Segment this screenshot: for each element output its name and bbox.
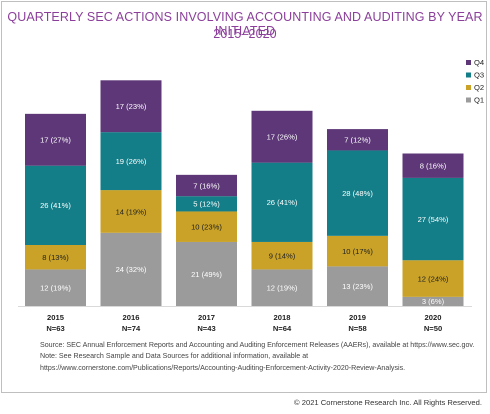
data-label-q2-2017: 10 (23%) [191,223,222,232]
chart-title: QUARTERLY SEC ACTIONS INVOLVING ACCOUNTI… [7,10,483,38]
chart-notes: Source: SEC Annual Enforcement Reports a… [40,340,490,374]
bar-q4-2020 [402,153,464,178]
data-label-q3-2020: 27 (54%) [418,215,449,224]
legend-label-q1: Q1 [474,96,484,105]
bar-q4-2017 [176,174,237,197]
bar-q1-2019 [327,266,388,306]
category-label: 2016 [123,313,140,322]
data-label-q4-2016: 17 (23%) [116,102,147,111]
bar-q1-2015 [25,269,86,306]
bar-q3-2015 [25,165,86,245]
data-label-q1-2017: 21 (49%) [191,270,222,279]
legend-swatch-q3 [466,72,471,78]
category-label: 2017 [198,313,215,322]
bar-q4-2015 [25,113,86,166]
category-label: 2019 [349,313,366,322]
data-label-q4-2020: 8 (16%) [420,162,447,171]
bar-q3-2019 [327,150,388,236]
total-label: N=74 [122,324,141,333]
category-label: 2015 [47,313,65,322]
bar-q3-2017 [176,196,237,212]
bar-q1-2017 [176,241,237,306]
bar-q1-2018 [251,269,313,306]
total-label: N=58 [348,324,366,333]
copyright-text: © 2021 Cornerstone Research Inc. All Rig… [294,398,482,407]
data-label-q4-2019: 7 (12%) [344,136,371,145]
bar-q3-2016 [100,132,162,191]
total-label: N=50 [424,324,442,333]
data-label-q4-2015: 17 (27%) [40,136,71,145]
legend-swatch-q2 [466,85,471,90]
legend-label-q3: Q3 [474,71,484,80]
bar-q2-2016 [100,190,162,233]
legend-swatch-q1 [466,97,471,103]
data-label-q2-2015: 8 (13%) [42,253,69,262]
data-label-q1-2020: 3 (6%) [422,297,445,306]
data-label-q4-2017: 7 (16%) [193,181,220,190]
data-label-q1-2018: 12 (19%) [267,284,298,293]
data-label-q1-2016: 24 (32%) [116,265,147,274]
bar-q3-2020 [402,177,464,261]
total-label: N=43 [197,324,215,333]
legend-label-q2: Q2 [474,83,484,92]
total-label: N=63 [46,324,64,333]
category-label: 2020 [425,313,442,322]
research-note-url: https://www.cornerstone.com/Publications… [40,363,406,372]
bar-q4-2018 [251,110,313,163]
bar-q4-2019 [327,129,388,151]
data-label-q1-2015: 12 (19%) [40,284,71,293]
bar-q4-2016 [100,80,162,133]
data-label-q1-2019: 13 (23%) [342,282,373,291]
source-note: Source: SEC Annual Enforcement Reports a… [40,341,475,349]
bar-q2-2020 [402,260,464,297]
data-label-q3-2015: 26 (41%) [40,201,71,210]
data-label-q2-2019: 10 (17%) [342,247,373,256]
data-label-q2-2016: 14 (19%) [116,207,147,216]
bar-q1-2020 [402,296,464,306]
legend-label-q4: Q4 [474,58,484,67]
bar-q2-2017 [176,211,237,242]
legend-swatch-q4 [466,60,471,65]
data-label-q3-2018: 26 (41%) [267,198,298,207]
bar-q2-2015 [25,245,86,270]
total-label: N=64 [273,324,292,333]
data-label-q3-2019: 28 (48%) [342,189,373,198]
data-label-q2-2020: 12 (24%) [418,274,449,283]
bar-q3-2018 [251,162,313,242]
category-label: 2018 [274,313,291,322]
data-label-q3-2017: 5 (12%) [193,200,220,209]
stacked-bar-chart: 12 (19%) 8 (13%) 26 (41%) 17 (27%) 2015 N=63 2… [18,58,484,333]
data-label-q2-2018: 9 (14%) [269,251,296,260]
data-label-q4-2018: 17 (26%) [267,133,298,142]
data-label-q3-2016: 19 (26%) [116,157,147,166]
chart-subtitle: 2015–2020 [213,27,277,41]
bar-q1-2016 [100,232,162,306]
bar-q2-2019 [327,235,388,267]
research-note: Note: See Research Sample and Data Sourc… [40,352,309,361]
bar-q2-2018 [251,241,313,270]
